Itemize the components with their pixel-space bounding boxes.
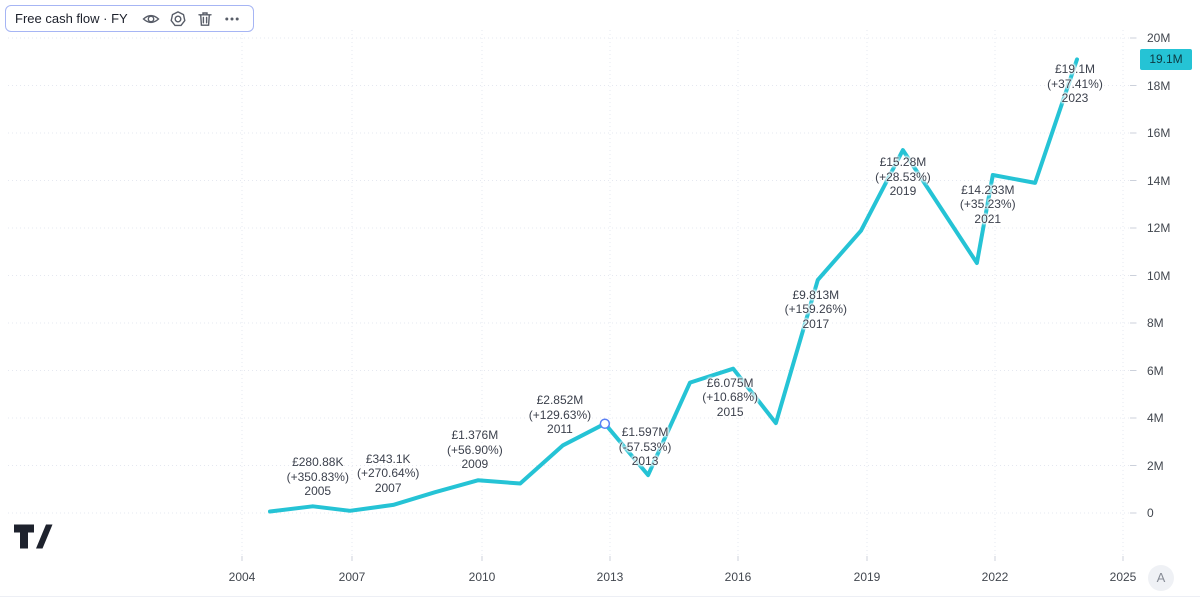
data-label-value: £14.233M [961,182,1015,197]
data-label-2007: £343.1K (+270.64%) 2007 [322,452,454,496]
hide-series-button[interactable] [139,8,163,30]
gear-icon [170,10,186,26]
selected-point-marker[interactable] [599,418,611,429]
data-label-year: 2021 [974,211,1002,226]
y-axis-label: 0 [1147,506,1154,520]
x-axis-label: 2004 [228,570,256,584]
time-axis[interactable]: 2004 2007 2010 2013 2016 2019 2022 2025 [0,560,1138,592]
series-legend[interactable]: Free cash flow · FY [5,5,254,32]
data-label-value: £1.597M [621,425,669,440]
data-label-change: (-57.53%) [618,439,672,454]
more-options-button[interactable] [220,8,244,30]
bottom-divider [0,596,1200,597]
y-axis-label: 16M [1147,126,1171,140]
data-label-year: 2007 [374,480,402,495]
free-cash-flow-line[interactable] [268,57,1079,514]
data-label-2005: £280.88K (+350.83%) 2005 [252,455,384,499]
y-axis-label: 10M [1147,268,1171,283]
account-button[interactable]: A [1148,565,1174,591]
price-axis[interactable]: 20M 18M 16M 14M 12M 10M 8M 6M 4M 2M 0 19.1M [1137,0,1200,560]
data-label-change: (+35.23%) [959,197,1016,212]
data-label-change: (+10.68%) [702,390,758,405]
data-label-2011: £2.852M (+129.63%) 2011 [494,393,626,437]
data-label-year: 2017 [802,316,830,331]
y-axis-label: 18M [1147,78,1171,93]
data-label-2009: £1.376M (+56.90%) 2009 [409,428,541,472]
data-label-2015: £6.075M (+10.68%) 2015 [664,376,796,420]
data-label-2019: £15.28M (+28.53%) 2019 [837,155,969,199]
remove-series-button[interactable] [193,8,217,30]
y-axis-label: 4M [1147,411,1164,425]
data-label-year: 2015 [716,404,744,419]
x-axis-label: 2019 [853,570,881,584]
data-label-value: £343.1K [365,451,411,466]
y-axis-label: 2M [1147,458,1164,473]
more-dots-icon [225,17,239,20]
y-axis-label: 8M [1147,316,1164,330]
series-title: Free cash flow · FY [15,11,128,26]
series-settings-button[interactable] [166,8,190,30]
data-label-change: (+56.90%) [446,442,503,457]
data-label-year: 2011 [547,422,573,437]
tradingview-logo[interactable] [13,523,53,550]
data-label-2023: £19.1M (+37.41%) 2023 [1009,62,1141,106]
data-label-year: 2013 [631,454,659,469]
data-label-year: 2023 [1061,91,1089,106]
eye-icon [142,14,160,23]
x-axis-label: 2013 [596,570,624,584]
y-axis-label: 6M [1147,363,1164,378]
trash-icon [198,11,212,26]
y-axis-label: 20M [1147,31,1171,45]
x-axis-label: 2016 [724,570,752,584]
data-label-value: £15.28M [879,155,927,170]
data-label-value: £19.1M [1054,62,1096,77]
data-label-2021: £14.233M (+35.23%) 2021 [922,183,1054,227]
data-label-change: (+350.83%) [286,469,349,484]
data-label-change: (+129.63%) [528,407,592,422]
y-axis-label: 14M [1147,173,1171,188]
data-label-year: 2009 [461,457,489,472]
last-value-badge: 19.1M [1140,48,1192,70]
data-label-change: (+270.64%) [356,466,420,481]
data-label-2017: £9.813M (+159.26%) 2017 [750,288,882,332]
data-label-year: 2005 [304,484,332,499]
data-label-value: £9.813M [792,287,840,302]
data-label-change: (+28.53%) [875,169,931,184]
data-label-2013: £1.597M (-57.53%) 2013 [579,425,711,469]
data-label-change: (+159.26%) [784,302,848,317]
y-axis-label: 12M [1147,221,1171,235]
data-label-year: 2019 [889,184,917,199]
x-axis-label: 2010 [468,570,496,584]
data-label-value: £2.852M [536,393,584,408]
data-label-value: £280.88K [292,455,344,470]
data-label-value: £1.376M [451,428,499,443]
x-axis-label: 2025 [1109,570,1137,584]
x-axis-label: 2007 [338,570,366,584]
data-label-value: £6.075M [706,375,754,390]
data-label-change: (+37.41%) [1047,76,1103,91]
x-axis-label: 2022 [981,570,1009,584]
